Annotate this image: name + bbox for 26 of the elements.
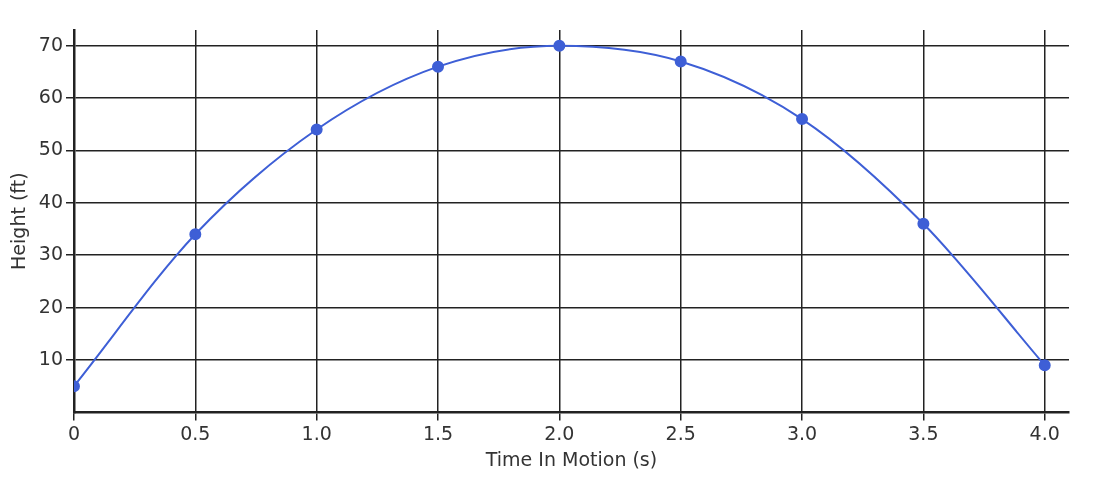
y-axis-title: Height (ft) xyxy=(7,172,30,270)
point xyxy=(1038,359,1051,372)
point xyxy=(553,39,566,52)
y-tick-label: 50 xyxy=(38,137,63,160)
x-tick-label: 3.0 xyxy=(786,421,818,444)
point xyxy=(674,55,687,68)
point xyxy=(796,113,809,126)
y-tick-label: 10 xyxy=(38,346,63,369)
x-tick-label: 3.5 xyxy=(908,421,939,444)
point xyxy=(189,228,202,241)
x-tick-label: 0 xyxy=(67,421,81,444)
point xyxy=(432,60,445,73)
x-tick-label: 4.0 xyxy=(1029,421,1060,444)
x-tick-label: 2.0 xyxy=(544,421,575,444)
y-tick-label: 60 xyxy=(38,85,63,108)
x-tick-label: 1.0 xyxy=(301,421,332,444)
y-tick-label: 30 xyxy=(38,242,63,265)
y-tick-label: 40 xyxy=(38,189,63,212)
x-tick-label: 1.5 xyxy=(422,421,454,444)
y-tick-label: 20 xyxy=(38,294,63,317)
point xyxy=(310,123,323,136)
x-tick-label: 0.5 xyxy=(180,421,211,444)
y-tick-label: 70 xyxy=(38,32,63,55)
x-axis-title: Time In Motion (s) xyxy=(484,447,658,470)
x-tick-label: 2.5 xyxy=(665,421,696,444)
point xyxy=(917,217,930,230)
